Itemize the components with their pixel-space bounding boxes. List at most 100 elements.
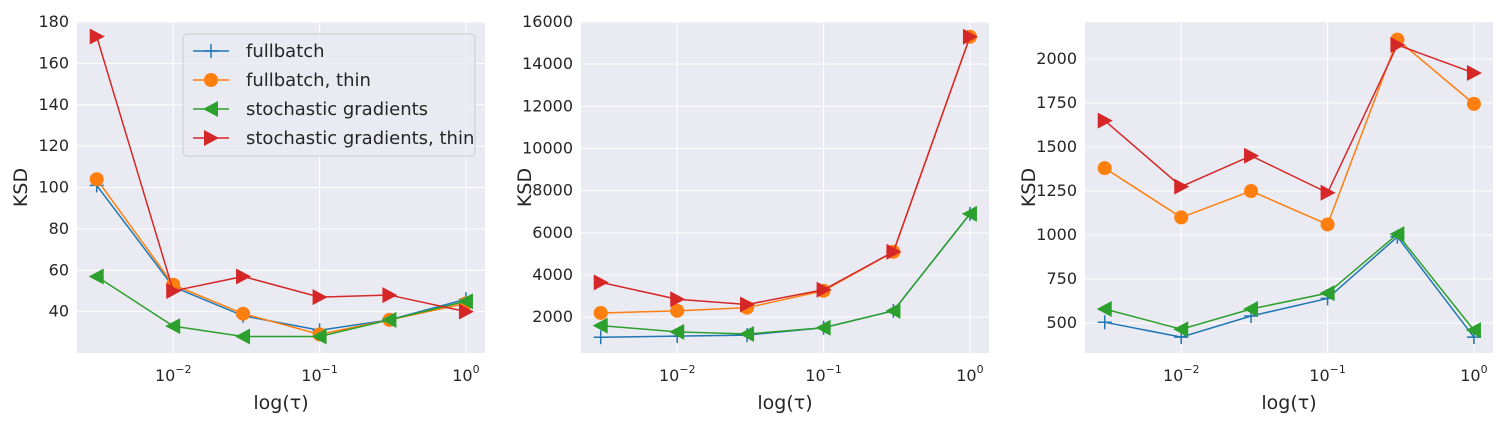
- x-axis-label: log(τ): [1261, 392, 1316, 414]
- x-tick-label: 100: [452, 363, 479, 385]
- y-tick-label: 120: [38, 136, 69, 155]
- data-point-series-3: [381, 311, 397, 328]
- data-point-series-3: [311, 328, 327, 345]
- data-point-series-3: [669, 323, 685, 340]
- data-point-series-1: [1097, 315, 1112, 330]
- series-line-3: [1104, 233, 1475, 331]
- plot-area: [1085, 22, 1493, 353]
- data-point-series-4: [1174, 178, 1190, 195]
- y-axis-label: KSD: [10, 168, 32, 207]
- y-tick-label: 2000: [532, 307, 573, 326]
- y-tick-label: 8000: [532, 181, 573, 200]
- data-point-series-3: [457, 293, 473, 310]
- legend-marker: [203, 101, 218, 117]
- y-tick-label: 16000: [522, 12, 573, 31]
- data-point-series-4: [670, 291, 686, 308]
- data-point-series-3: [1319, 285, 1335, 302]
- data-point-series-4: [1244, 147, 1260, 164]
- y-tick-label: 1750: [1036, 93, 1077, 112]
- y-tick-label: 140: [38, 95, 69, 114]
- plot-area: [581, 22, 989, 353]
- data-point-series-2: [1174, 210, 1189, 225]
- data-point-series-3: [592, 317, 608, 334]
- data-point-series-3: [1465, 322, 1481, 339]
- data-point-series-2: [593, 305, 608, 320]
- y-tick-label: 180: [38, 12, 69, 31]
- x-tick-label: 10−1: [301, 363, 338, 385]
- data-point-series-4: [236, 268, 252, 285]
- chart-panel-2: 2000 4000 6000 8000 10000 12000 14000 16000 10−2…: [514, 12, 989, 414]
- data-point-series-4: [1320, 184, 1336, 201]
- x-axis-label: log(τ): [757, 392, 812, 414]
- y-axis-label: KSD: [1018, 168, 1040, 207]
- y-tick-label: 1250: [1036, 181, 1077, 200]
- y-axis-label: KSD: [514, 168, 536, 207]
- y-tick-label: 1500: [1036, 137, 1077, 156]
- data-point-series-4: [312, 289, 328, 306]
- legend-label: fullbatch, thin: [246, 70, 371, 91]
- y-tick-label: 40: [49, 302, 69, 321]
- series-line-3: [96, 275, 467, 338]
- y-tick-label: 2000: [1036, 49, 1077, 68]
- data-point-series-3: [1096, 300, 1112, 317]
- x-tick-label: 100: [1460, 363, 1487, 385]
- y-tick-label: 14000: [522, 54, 573, 73]
- data-point-series-4: [89, 28, 105, 45]
- y-tick-label: 1000: [1036, 225, 1077, 244]
- data-point-series-3: [1243, 300, 1259, 317]
- series-line-3: [600, 213, 971, 335]
- y-tick-label: 12000: [522, 96, 573, 115]
- data-point-series-2: [89, 172, 104, 187]
- legend-marker: [204, 73, 218, 87]
- data-point-series-4: [1097, 112, 1113, 129]
- series-line-4: [95, 36, 467, 313]
- legend-marker: [204, 44, 218, 58]
- data-point-series-3: [1173, 321, 1189, 338]
- legend-box: [182, 33, 476, 157]
- data-point-series-3: [885, 302, 901, 319]
- data-point-series-4: [458, 303, 474, 320]
- y-tick-label: 4000: [532, 265, 573, 284]
- x-tick-label: 10−2: [659, 363, 696, 385]
- x-tick-label: 10−1: [1309, 363, 1346, 385]
- x-axis-label: log(τ): [253, 392, 308, 414]
- data-point-series-3: [961, 205, 977, 222]
- data-point-series-4: [382, 287, 398, 304]
- data-point-series-4: [593, 274, 609, 291]
- series-line-4: [1104, 43, 1475, 194]
- data-point-series-3: [815, 319, 831, 336]
- y-tick-label: 750: [1046, 269, 1077, 288]
- data-point-series-2: [1097, 161, 1112, 176]
- chart-panel-3: 500 750 1000 1250 1500 1750 2000 10−2 10−1 100 log…: [1018, 22, 1493, 414]
- data-point-series-4: [166, 282, 182, 299]
- data-point-series-4: [1466, 65, 1482, 82]
- legend-label: fullbatch: [246, 41, 325, 62]
- series-line-4: [600, 36, 971, 306]
- y-tick-label: 160: [38, 53, 69, 72]
- y-tick-label: 100: [38, 178, 69, 197]
- legend-label: stochastic gradients: [246, 99, 428, 120]
- y-tick-label: 80: [49, 219, 69, 238]
- data-point-series-1: [593, 330, 608, 345]
- data-point-series-4: [962, 28, 978, 45]
- chart-panel-1: 40 60 80 100 120 140 160 180 10−2 10−1 100 log(τ) KS…: [10, 12, 485, 414]
- legend-marker: [204, 130, 219, 146]
- x-tick-label: 10−1: [805, 363, 842, 385]
- data-point-series-2: [1244, 184, 1259, 199]
- legend: fullbatch fullbatch, thin stochastic gradi…: [182, 33, 476, 157]
- data-point-series-2: [236, 306, 251, 321]
- data-point-series-3: [165, 318, 181, 335]
- data-point-series-4: [816, 281, 832, 298]
- data-point-series-4: [740, 296, 756, 313]
- data-point-series-2: [670, 303, 685, 318]
- x-tick-label: 10−2: [155, 363, 192, 385]
- y-tick-label: 10000: [522, 138, 573, 157]
- data-point-series-3: [235, 328, 251, 345]
- y-tick-label: 500: [1046, 313, 1077, 332]
- data-point-series-3: [88, 268, 104, 285]
- series-line-1: [1104, 235, 1475, 338]
- x-tick-label: 10−2: [1163, 363, 1200, 385]
- data-point-series-2: [1466, 96, 1481, 111]
- y-tick-label: 6000: [532, 223, 573, 242]
